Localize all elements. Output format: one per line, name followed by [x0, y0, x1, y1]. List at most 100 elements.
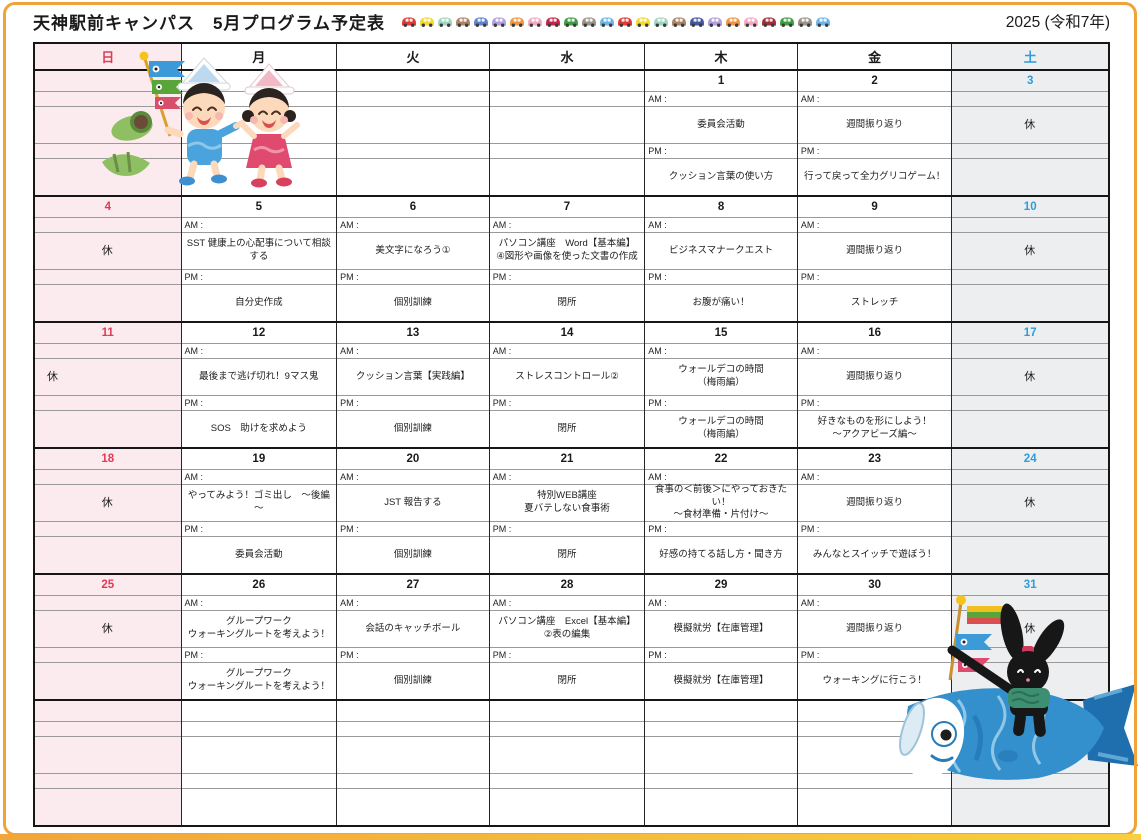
car-icon [527, 15, 543, 27]
calendar-week-row: 25 休 26 AM : グループワーク ウォーキングルートを考えよう！ PM … [35, 575, 1108, 701]
pm-activity [490, 789, 645, 825]
am-label: AM : [489, 344, 645, 359]
am-activity: ウォールデコの時間 （梅雨編） [645, 359, 797, 396]
car-icon [455, 15, 471, 27]
calendar-week-row: 18 休 19 AM : やってみよう！ゴミ出し ～後編～ PM : 委員会活動… [35, 449, 1108, 575]
am-label [645, 722, 797, 737]
car-icon [689, 15, 705, 27]
am-activity: 休 [952, 611, 1108, 648]
pm-label: PM : [181, 522, 337, 537]
date-number: 24 [952, 449, 1108, 470]
day-cell: 1 AM : 委員会活動 PM : クッション言葉の使い方 [645, 71, 798, 195]
am-activity: 週間振り返り [797, 359, 952, 396]
day-cell: 7 AM : パソコン講座 Word【基本編】 ④図形や画像を使った文書の作成 … [489, 197, 646, 321]
am-label: AM : [797, 470, 952, 485]
pm-activity [490, 159, 645, 195]
pm-label [952, 774, 1108, 789]
pm-label: PM : [337, 648, 489, 663]
day-cell: 3 休 [952, 71, 1108, 195]
am-label [337, 722, 489, 737]
pm-activity [337, 159, 489, 195]
am-label: AM : [645, 218, 797, 233]
am-activity [337, 107, 489, 144]
date-number [952, 701, 1108, 722]
day-cell: 22 AM : 食事の＜前後＞にやっておきたい！ ～食材準備・片付け～ PM :… [645, 449, 798, 573]
day-cell: 26 AM : グループワーク ウォーキングルートを考えよう！ PM : グルー… [181, 575, 338, 699]
day-cell: 12 AM : 最後まで逃げ切れ！9マス鬼 PM : SOS 助けを求めよう [181, 323, 338, 447]
pm-label: PM : [645, 396, 797, 411]
day-cell: 27 AM : 会話のキャッチボール PM : 個別訓練 [337, 575, 490, 699]
pm-label [797, 774, 952, 789]
car-icon [509, 15, 525, 27]
am-label [952, 596, 1108, 611]
am-activity: 週間振り返り [797, 485, 952, 522]
car-icon [581, 15, 597, 27]
date-number: 20 [337, 449, 489, 470]
am-activity [489, 107, 645, 144]
pm-label [35, 774, 181, 789]
weekday-header-wed: 水 [490, 44, 646, 69]
header-bar: 天神駅前キャンパス 5月プログラム予定表 [33, 7, 1110, 35]
day-cell: 13 AM : クッション言葉【実践編】 PM : 個別訓練 [337, 323, 490, 447]
am-label: AM : [181, 344, 337, 359]
car-icon [671, 15, 687, 27]
day-cell: 11 休 [35, 323, 182, 447]
day-cell: 21 AM : 特別WEB講座 夏バテしない食事術 PM : 閉所 [489, 449, 646, 573]
pm-activity: グループワーク ウォーキングルートを考えよう！ [187, 668, 330, 692]
pm-activity: 閉所 [557, 296, 577, 308]
am-activity: SST 健康上の心配事について相談する [181, 233, 337, 270]
weekday-header-fri: 金 [798, 44, 953, 69]
am-label: AM : [797, 218, 952, 233]
pm-activity: 閉所 [557, 674, 577, 686]
am-label: AM : [645, 596, 797, 611]
pm-activity: 個別訓練 [393, 548, 432, 560]
am-activity: 休 [35, 485, 181, 522]
pm-label: PM : [489, 396, 645, 411]
am-activity [952, 737, 1108, 774]
am-activity: パソコン講座 Excel【基本編】 ②表の編集 [489, 611, 645, 648]
calendar-week-row: 1 AM : 委員会活動 PM : クッション言葉の使い方 2 AM : 週間振… [35, 71, 1108, 197]
am-activity [489, 737, 645, 774]
pm-label: PM : [181, 270, 337, 285]
date-number: 25 [35, 575, 181, 596]
date-number [337, 71, 489, 92]
pm-label [35, 270, 181, 285]
pm-activity [182, 789, 337, 825]
pm-label [337, 144, 489, 159]
pm-activity: SOS 助けを求めよう [210, 422, 307, 434]
am-label: AM : [181, 218, 337, 233]
pm-label: PM : [489, 270, 645, 285]
pm-activity: ウォールデコの時間 （梅雨編） [678, 416, 764, 440]
car-icon [743, 15, 759, 27]
date-number: 22 [645, 449, 797, 470]
am-activity [645, 737, 797, 774]
am-label [489, 722, 645, 737]
pm-label [35, 648, 181, 663]
date-number: 15 [645, 323, 797, 344]
day-cell: 20 AM : JST 報告する PM : 個別訓練 [337, 449, 490, 573]
date-number: 11 [35, 323, 181, 344]
pm-label [645, 774, 797, 789]
pm-activity [952, 537, 1108, 573]
calendar-week-row: 11 休 12 AM : 最後まで逃げ切れ！9マス鬼 PM : SOS 助けを求… [35, 323, 1108, 449]
date-number: 14 [489, 323, 645, 344]
pm-activity [952, 789, 1108, 825]
pm-activity [337, 789, 489, 825]
pm-activity: 自分史作成 [235, 296, 283, 308]
date-number [645, 701, 797, 722]
pm-activity [35, 663, 181, 699]
am-activity: 食事の＜前後＞にやっておきたい！ ～食材準備・片付け～ [645, 484, 797, 522]
pm-activity: 行って戻って全力グリコゲーム！ [803, 170, 946, 182]
date-number [35, 71, 181, 92]
weekday-header-row: 日 月 火 水 木 金 土 [35, 44, 1108, 71]
date-number: 23 [797, 449, 952, 470]
pm-label [489, 144, 645, 159]
am-label: AM : [337, 596, 489, 611]
pm-label [181, 144, 337, 159]
year-label: 2025 (令和7年) [1005, 14, 1110, 31]
day-cell: 9 AM : 週間振り返り PM : ストレッチ [797, 197, 953, 321]
pm-activity [35, 159, 181, 195]
pm-activity [182, 159, 337, 195]
am-label [35, 92, 181, 107]
am-label: AM : [489, 218, 645, 233]
